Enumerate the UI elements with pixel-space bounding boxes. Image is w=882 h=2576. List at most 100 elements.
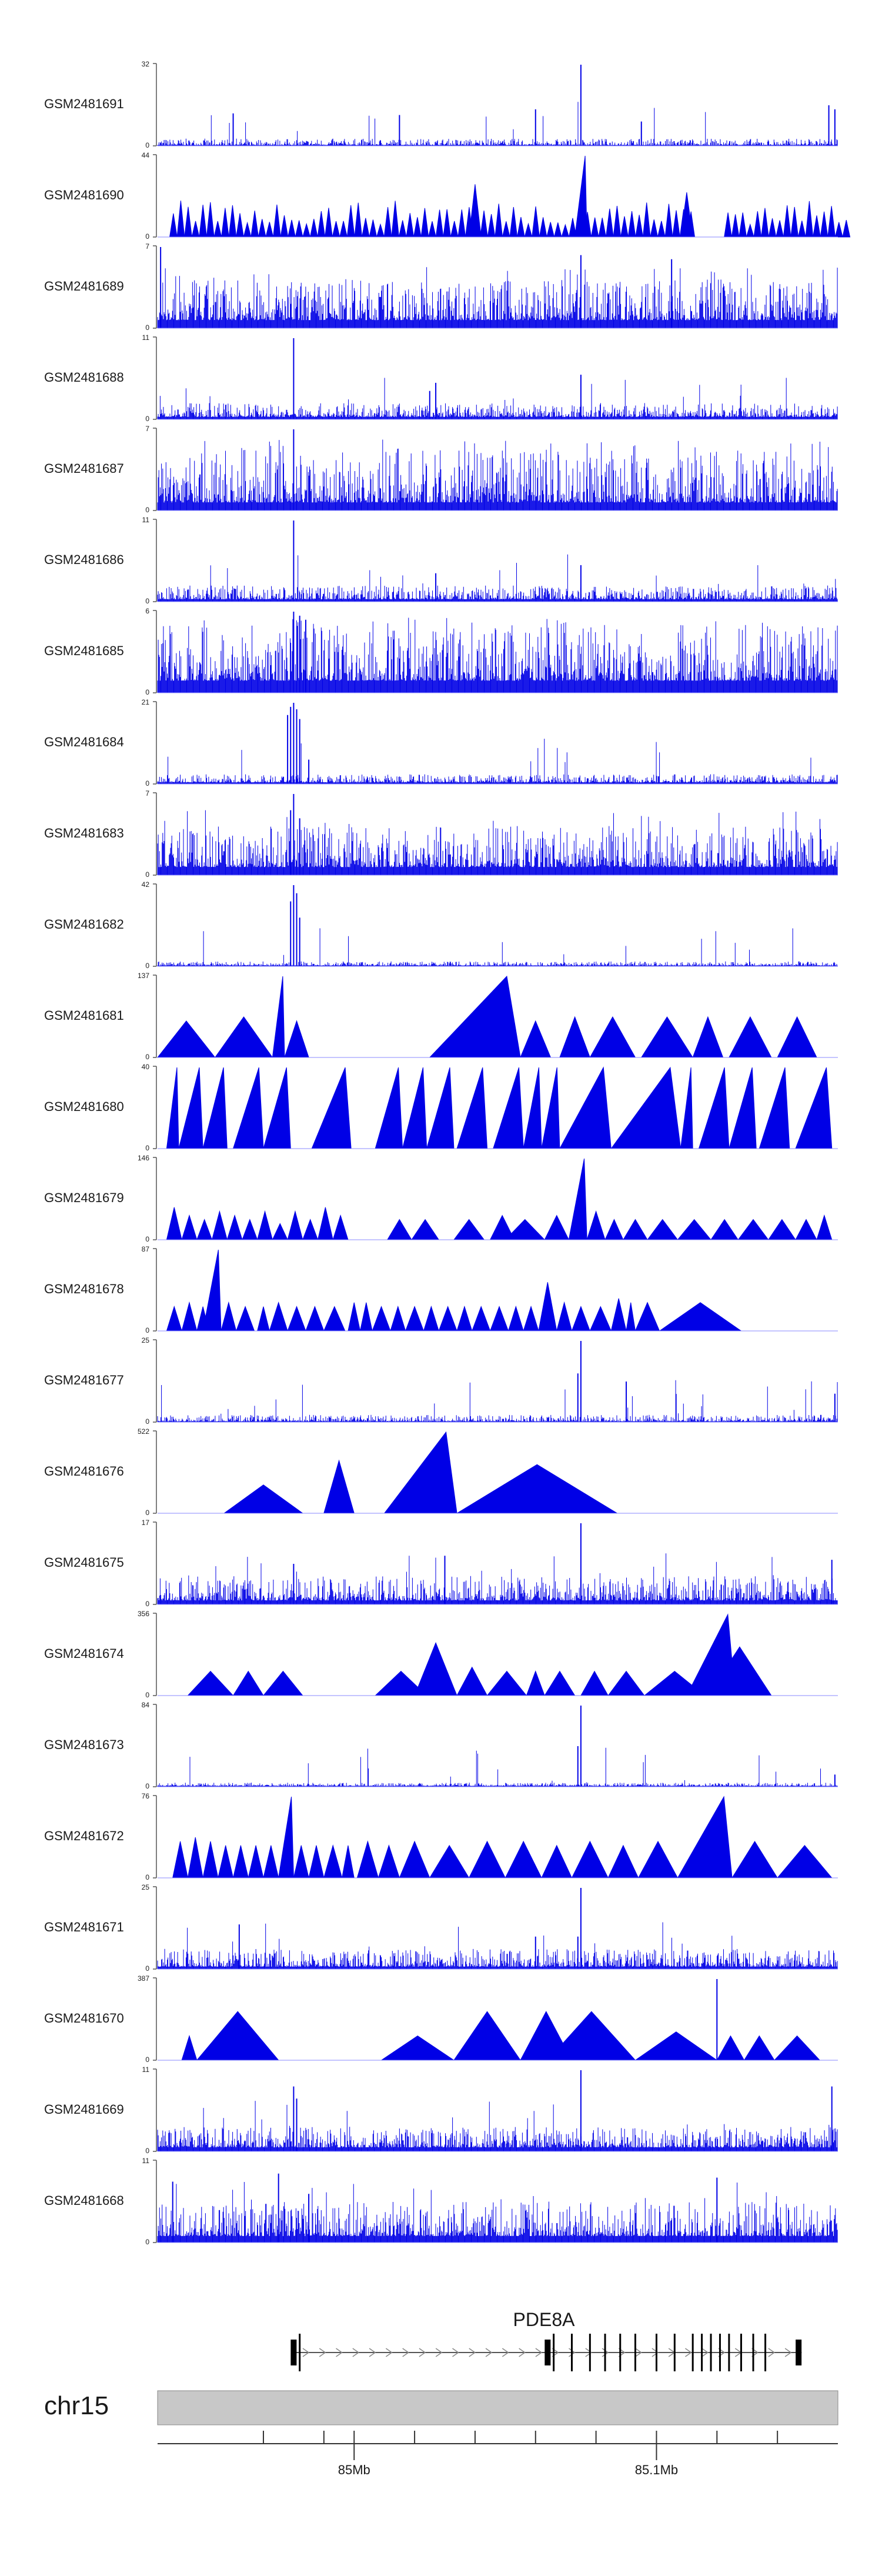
coverage-peak	[640, 1016, 694, 1058]
coverage-peak	[372, 1306, 391, 1332]
coverage-peak	[759, 1067, 790, 1149]
track-GSM2481685: GSM2481685 6 0	[44, 607, 838, 696]
coverage-peak	[426, 1067, 455, 1149]
coverage-peak	[532, 206, 540, 238]
y-zero-label: 0	[145, 2238, 149, 2246]
coverage-peak	[356, 1840, 379, 1878]
coverage-peak	[411, 1219, 440, 1240]
y-max-label: 146	[138, 1154, 149, 1162]
coverage-peak	[623, 1219, 648, 1240]
coverage-peak	[620, 216, 629, 238]
track-label: GSM2481687	[44, 461, 124, 476]
coverage-bars	[157, 439, 838, 510]
coverage-peak	[586, 1210, 606, 1240]
track-label: GSM2481677	[44, 1373, 124, 1387]
y-zero-label: 0	[145, 1235, 149, 1243]
coverage-peak	[272, 976, 285, 1058]
coverage-peak	[284, 1020, 309, 1058]
coverage-peak	[456, 1464, 619, 1514]
coverage-peak	[556, 1301, 573, 1332]
exon	[290, 2340, 297, 2365]
exon	[719, 2334, 721, 2371]
coverage-peak	[468, 1840, 506, 1878]
strand-arrow	[602, 2348, 609, 2357]
track-GSM2481675: GSM2481675 17 0	[44, 1519, 838, 1608]
coverage-peak	[166, 1305, 182, 1332]
coverage-peak	[634, 2031, 718, 2061]
coverage-peak	[342, 1845, 355, 1878]
track-GSM2481687: GSM2481687 7 0	[44, 425, 838, 514]
coverage-peak	[202, 1249, 222, 1332]
coverage-peak	[659, 1302, 743, 1332]
coverage-peak	[598, 218, 607, 238]
coverage-peak	[657, 221, 666, 238]
coverage-peak	[236, 213, 244, 238]
coverage-peak	[156, 1020, 216, 1058]
coverage-peak	[523, 1067, 542, 1149]
y-max-label: 7	[145, 789, 149, 798]
coverage-bars	[157, 378, 838, 419]
coverage-peak	[456, 1305, 473, 1332]
exon	[796, 2340, 802, 2365]
strand-arrow	[701, 2348, 709, 2357]
coverage-peak	[206, 202, 215, 238]
coverage-peak	[288, 219, 296, 238]
coverage-peak	[486, 1670, 527, 1696]
coverage-peak	[361, 218, 370, 238]
coverage-peak	[232, 1670, 264, 1696]
coverage-peak	[539, 217, 547, 238]
track-label: GSM2481674	[44, 1646, 124, 1661]
coverage-peak	[677, 1796, 733, 1878]
strand-arrow	[768, 2348, 776, 2357]
coverage-peak	[553, 222, 562, 238]
coverage-peak	[561, 223, 570, 238]
y-zero-label: 0	[145, 688, 149, 696]
coverage-peak	[211, 1210, 228, 1240]
strand-arrow	[519, 2348, 526, 2357]
coverage-peak	[280, 215, 289, 238]
y-max-label: 522	[138, 1427, 149, 1436]
coverage-peak	[627, 211, 636, 238]
coverage-peak	[604, 1219, 624, 1240]
y-zero-label: 0	[145, 1782, 149, 1790]
coverage-peak	[166, 1067, 179, 1149]
coverage-peak	[257, 1306, 270, 1332]
track-label: GSM2481671	[44, 1920, 124, 1934]
track-label: GSM2481679	[44, 1190, 124, 1205]
track-label: GSM2481668	[44, 2193, 124, 2208]
coverage-peak	[472, 1306, 491, 1332]
coverage-peak	[698, 1067, 730, 1149]
coverage-peak	[383, 1431, 457, 1514]
y-max-label: 17	[142, 1519, 150, 1527]
coverage-peak	[263, 1067, 291, 1149]
exon	[589, 2334, 591, 2371]
coverage-peak	[232, 1067, 264, 1149]
coverage-peak	[399, 1840, 430, 1878]
coverage-peak	[834, 222, 843, 238]
strand-arrow	[435, 2348, 443, 2357]
coverage-peak	[773, 2035, 821, 2061]
coverage-peak	[816, 1214, 833, 1240]
y-max-label: 25	[142, 1883, 150, 1891]
coverage-peak	[262, 1670, 303, 1696]
coverage-peak	[202, 1067, 228, 1149]
coverage-peak	[590, 217, 599, 238]
coverage-peak	[181, 1214, 198, 1240]
coverage-peak	[524, 222, 533, 238]
track-GSM2481683: GSM2481683 7 0	[44, 789, 838, 879]
y-zero-label: 0	[145, 779, 149, 788]
strand-arrow	[635, 2348, 642, 2357]
coverage-peak	[546, 222, 555, 238]
coverage-peak	[574, 155, 587, 238]
coverage-bars	[157, 1380, 838, 1422]
coverage-peak	[438, 1306, 457, 1332]
coverage-peak	[650, 219, 659, 238]
strand-arrow	[485, 2348, 493, 2357]
coverage-peak	[377, 1844, 400, 1878]
chromosome-axis: chr15 85Mb 85.1Mb	[44, 2390, 838, 2477]
coverage-peak	[187, 1670, 234, 1696]
coverage-peak	[257, 1210, 273, 1240]
strand-arrow	[336, 2348, 343, 2357]
coverage-peak	[768, 218, 777, 238]
